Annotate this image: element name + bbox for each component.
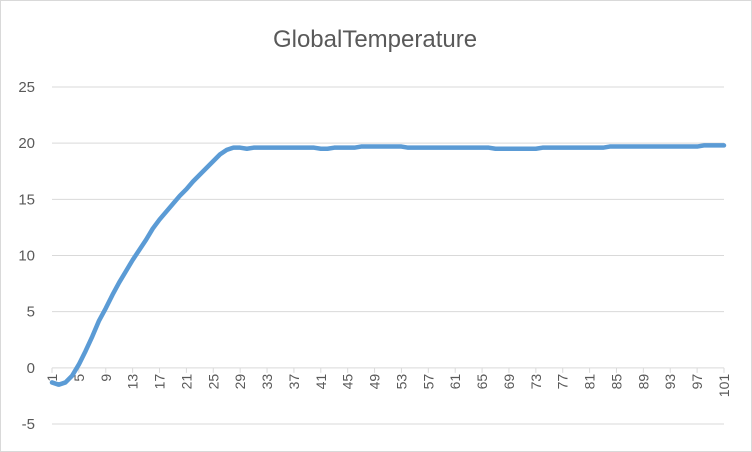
y-tick-label: 10: [18, 248, 35, 265]
x-tick-label: 65: [474, 374, 490, 390]
x-tick-label: 37: [286, 374, 302, 390]
x-tick-label: 5: [71, 374, 87, 382]
x-tick-label: 25: [205, 374, 221, 390]
x-tick-label: 89: [635, 374, 651, 390]
x-tick-label: 93: [662, 374, 678, 390]
x-tick-label: 53: [393, 374, 409, 390]
x-tick-label: 45: [340, 374, 356, 390]
x-tick-label: 33: [259, 374, 275, 390]
x-tick-label: 9: [98, 374, 114, 382]
y-tick-label: 0: [27, 360, 35, 377]
x-tick-label: 85: [608, 374, 624, 390]
y-tick-label: 25: [18, 79, 35, 96]
x-tick-label: 21: [178, 374, 194, 390]
x-tick-label: 57: [420, 374, 436, 390]
x-tick-label: 81: [582, 374, 598, 390]
x-tick-label: 101: [716, 374, 732, 398]
x-tick-label: 77: [555, 374, 571, 390]
y-tick-label: -5: [22, 416, 35, 433]
x-tick-label: 61: [447, 374, 463, 390]
x-tick-label: 29: [232, 374, 248, 390]
series-line: [49, 143, 727, 387]
x-tick-label: 41: [313, 374, 329, 390]
x-tick-label: 73: [528, 374, 544, 390]
x-tick-label: 97: [689, 374, 705, 390]
x-tick-label: 49: [367, 374, 383, 390]
x-tick-label: 17: [152, 374, 168, 390]
y-tick-label: 20: [18, 135, 35, 152]
y-tick-label: 15: [18, 191, 35, 208]
y-tick-label: 5: [27, 304, 35, 321]
x-tick-label: 13: [125, 374, 141, 390]
x-tick-label: 1: [44, 374, 60, 382]
x-tick-label: 69: [501, 374, 517, 390]
chart-title: GlobalTemperature: [272, 26, 478, 53]
